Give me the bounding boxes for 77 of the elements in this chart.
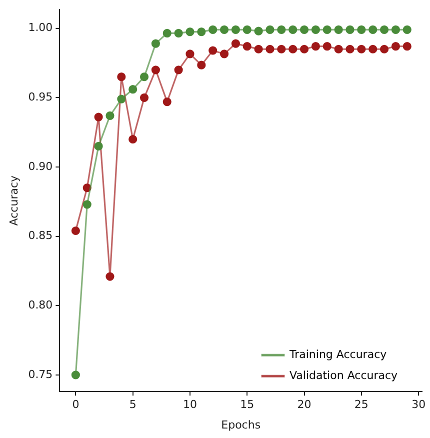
point [186, 50, 194, 58]
legend-label: Training Accuracy [288, 348, 388, 361]
point [357, 44, 366, 54]
point [334, 25, 343, 34]
point [368, 44, 378, 54]
legend-label: Validation Accuracy [290, 368, 398, 382]
x-tick-label: 5 [129, 398, 136, 412]
point [208, 25, 218, 34]
point [174, 66, 183, 74]
y-axis-title: Accuracy [7, 175, 20, 226]
point [266, 25, 274, 34]
point [288, 25, 298, 34]
point [277, 25, 286, 34]
point [186, 27, 194, 36]
y-tick-label: 0.90 [28, 160, 53, 173]
point [71, 226, 80, 236]
x-axis-title: Epochs [221, 418, 261, 432]
point [322, 42, 332, 51]
point [322, 25, 332, 34]
y-tick-label: 0.85 [28, 229, 53, 242]
point [151, 66, 160, 74]
x-tick-label: 25 [354, 398, 368, 412]
point [162, 28, 172, 38]
point [402, 42, 412, 51]
point [197, 60, 206, 70]
y-tick-label: 1.00 [28, 21, 53, 34]
point [242, 25, 252, 34]
point [402, 25, 412, 34]
point [82, 183, 92, 192]
point [254, 44, 263, 54]
point [277, 44, 286, 54]
point [357, 25, 366, 34]
point [231, 39, 240, 48]
point [128, 134, 138, 144]
point [117, 72, 126, 82]
y-tick-label: 0.95 [28, 90, 53, 104]
point [311, 25, 320, 34]
x-tick-label: 30 [412, 398, 426, 412]
point [117, 94, 126, 104]
point [288, 44, 298, 54]
point [391, 25, 400, 34]
point [311, 42, 320, 51]
point [208, 46, 218, 55]
y-tick-label: 0.75 [28, 368, 53, 381]
point [94, 112, 103, 122]
point [140, 93, 149, 102]
point [242, 42, 252, 51]
point [380, 44, 389, 54]
x-tick-label: 20 [297, 398, 312, 412]
point [220, 25, 229, 34]
point [266, 44, 274, 54]
point [231, 25, 240, 34]
point [174, 28, 183, 38]
point [300, 44, 309, 54]
point [71, 370, 80, 380]
point [82, 200, 92, 209]
point [254, 26, 263, 36]
x-tick-label: 0 [72, 398, 80, 412]
y-tick-label: 0.80 [28, 298, 53, 312]
point [220, 50, 229, 58]
x-tick-label: 15 [240, 398, 254, 412]
point [128, 85, 138, 94]
point [151, 39, 160, 48]
point [162, 98, 172, 106]
point [368, 25, 378, 34]
point [106, 111, 114, 120]
point [391, 42, 400, 51]
point [334, 44, 343, 54]
point [197, 27, 206, 36]
point [346, 25, 354, 34]
point [300, 25, 309, 34]
point [94, 142, 103, 150]
point [380, 25, 389, 34]
point [346, 44, 354, 54]
point [106, 272, 114, 281]
x-tick-label: 10 [182, 398, 197, 412]
point [140, 72, 149, 82]
